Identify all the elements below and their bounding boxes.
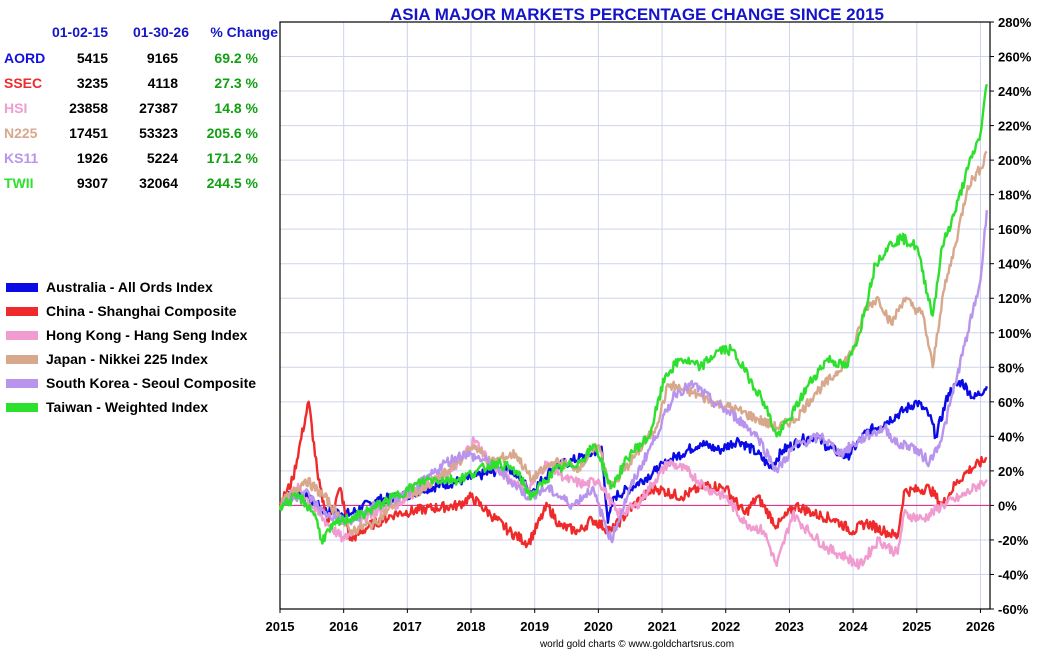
table-row-change: 244.5 %: [207, 175, 259, 191]
series-line-2: [278, 436, 988, 570]
table-header-start: 01-02-15: [52, 24, 108, 40]
legend-swatch: [6, 379, 38, 388]
legend-swatch: [6, 355, 38, 364]
legend-item-label: Australia - All Ords Index: [46, 279, 213, 295]
x-tick-label: 2026: [966, 619, 995, 634]
legend: Australia - All Ords Index China - Shangh…: [6, 279, 256, 415]
y-tick-label: 140%: [998, 257, 1032, 272]
table-row-end: 27387: [139, 100, 178, 116]
y-tick-label: 220%: [998, 119, 1032, 134]
y-tick-label: 40%: [998, 429, 1024, 444]
series-line-1: [278, 400, 988, 549]
table-header-change: % Change: [210, 24, 278, 40]
table-row-start: 1926: [77, 150, 108, 166]
table-row-start: 9307: [77, 175, 108, 191]
table-row-code: KS11: [4, 150, 38, 166]
x-tick-label: 2016: [329, 619, 358, 634]
table-row-end: 32064: [139, 175, 178, 191]
y-tick-label: -40%: [998, 567, 1029, 582]
y-tick-label: 0%: [998, 498, 1017, 513]
y-tick-label: 20%: [998, 464, 1024, 479]
plot-frame: [279, 21, 991, 610]
legend-item-label: Taiwan - Weighted Index: [46, 399, 208, 415]
table-row-end: 53323: [139, 125, 178, 141]
y-tick-label: 80%: [998, 360, 1024, 375]
table-row-change: 14.8 %: [214, 100, 258, 116]
legend-item-label: China - Shanghai Composite: [46, 303, 237, 319]
x-tick-label: 2023: [775, 619, 804, 634]
y-tick-label: -60%: [998, 602, 1029, 617]
y-tick-label: 260%: [998, 50, 1032, 65]
table-row-change: 171.2 %: [207, 150, 259, 166]
x-tick-label: 2020: [584, 619, 613, 634]
x-tick-label: 2017: [393, 619, 422, 634]
data-table: 01-02-15 01-30-26 % Change AORD 5415 9165 6…: [4, 24, 278, 191]
legend-swatch: [6, 307, 38, 316]
table-row-end: 9165: [147, 50, 178, 66]
series-lines: [278, 83, 988, 570]
x-tick-label: 2015: [266, 619, 295, 634]
table-row-code: HSI: [4, 100, 27, 116]
legend-item-label: Japan - Nikkei 225 Index: [46, 351, 208, 367]
x-tick-label: 2019: [520, 619, 549, 634]
table-row-code: TWII: [4, 175, 34, 191]
table-row-change: 205.6 %: [207, 125, 259, 141]
y-tick-label: 60%: [998, 395, 1024, 410]
x-axis: 2015 2016 2017 2018 2019 2020 2021 2022 2023 2024…: [266, 609, 995, 634]
table-row-code: AORD: [4, 50, 45, 66]
legend-swatch: [6, 331, 38, 340]
y-tick-label: 180%: [998, 188, 1032, 203]
y-tick-label: -20%: [998, 533, 1029, 548]
legend-item-label: Hong Kong - Hang Seng Index: [46, 327, 248, 343]
x-tick-label: 2024: [839, 619, 869, 634]
y-axis: 280% 260% 240% 220% 200% 180% 160% 140% 120% 100%…: [990, 15, 1032, 617]
y-tick-label: 240%: [998, 84, 1032, 99]
x-tick-label: 2025: [902, 619, 931, 634]
y-tick-label: 200%: [998, 153, 1032, 168]
series-line-5: [278, 83, 988, 545]
chart-title: ASIA MAJOR MARKETS PERCENTAGE CHANGE SIN…: [390, 5, 884, 24]
x-tick-label: 2018: [457, 619, 486, 634]
table-row-start: 5415: [77, 50, 108, 66]
x-tick-label: 2021: [648, 619, 677, 634]
table-row-end: 5224: [147, 150, 178, 166]
legend-swatch: [6, 403, 38, 412]
table-row-change: 27.3 %: [214, 75, 258, 91]
y-tick-label: 280%: [998, 15, 1032, 30]
chart-credit: world gold charts © www.goldchartsrus.co…: [539, 639, 734, 650]
table-row-code: N225: [4, 125, 38, 141]
x-tick-label: 2022: [711, 619, 740, 634]
table-header-end: 01-30-26: [133, 24, 189, 40]
table-row-start: 23858: [69, 100, 108, 116]
table-row-start: 3235: [77, 75, 108, 91]
table-row-start: 17451: [69, 125, 108, 141]
table-row-change: 69.2 %: [214, 50, 258, 66]
y-tick-label: 120%: [998, 291, 1032, 306]
legend-swatch: [6, 283, 38, 292]
y-tick-label: 100%: [998, 326, 1032, 341]
table-row-end: 4118: [148, 75, 179, 91]
y-tick-label: 160%: [998, 222, 1032, 237]
table-row-code: SSEC: [4, 75, 42, 91]
legend-item-label: South Korea - Seoul Composite: [46, 375, 256, 391]
